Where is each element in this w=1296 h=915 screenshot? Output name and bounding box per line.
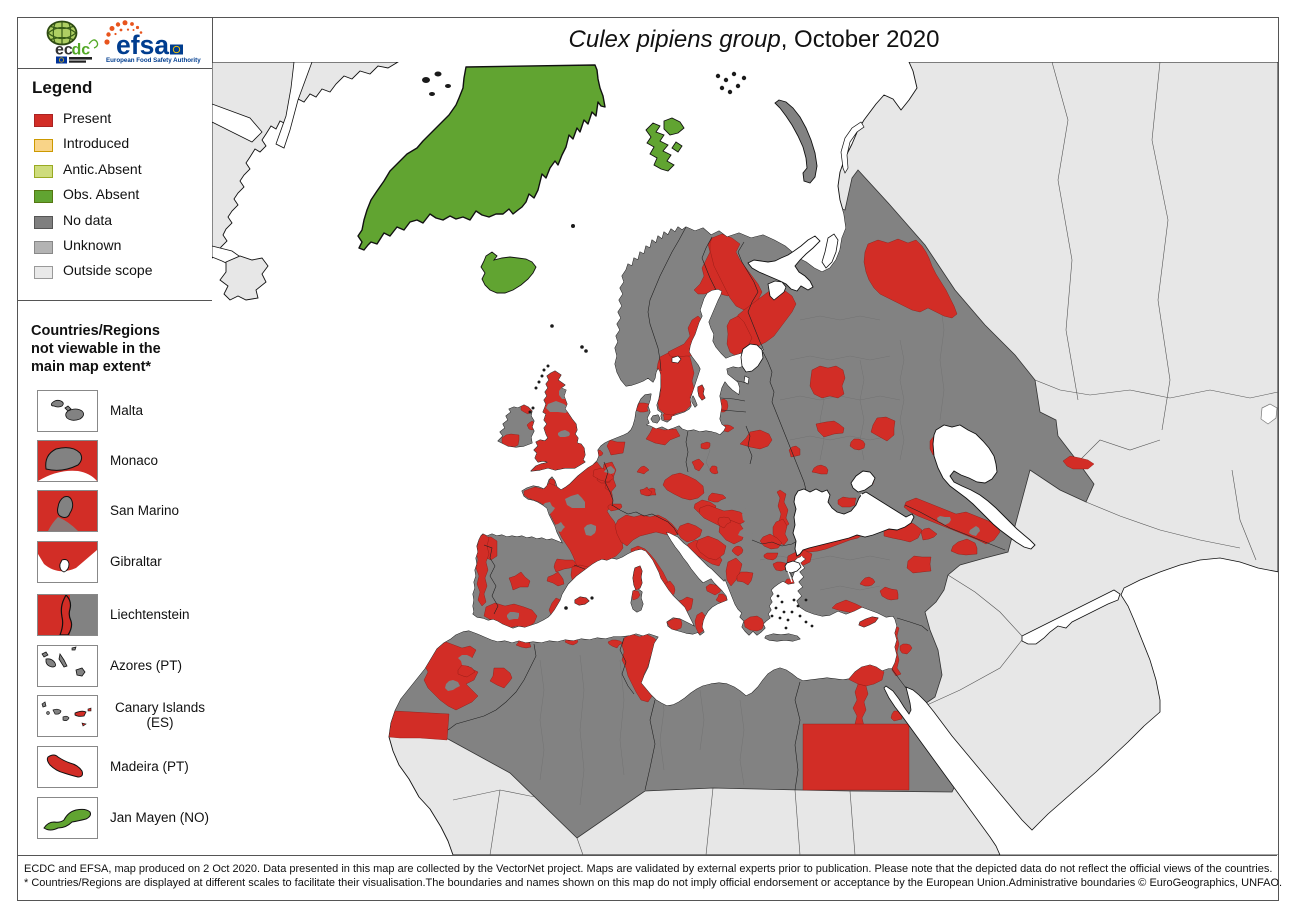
svg-text:European Food Safety Authority: European Food Safety Authority bbox=[106, 57, 201, 64]
svg-text:efsa: efsa bbox=[116, 30, 169, 60]
svg-text:dc: dc bbox=[72, 42, 91, 59]
svg-text:ec: ec bbox=[55, 42, 73, 59]
